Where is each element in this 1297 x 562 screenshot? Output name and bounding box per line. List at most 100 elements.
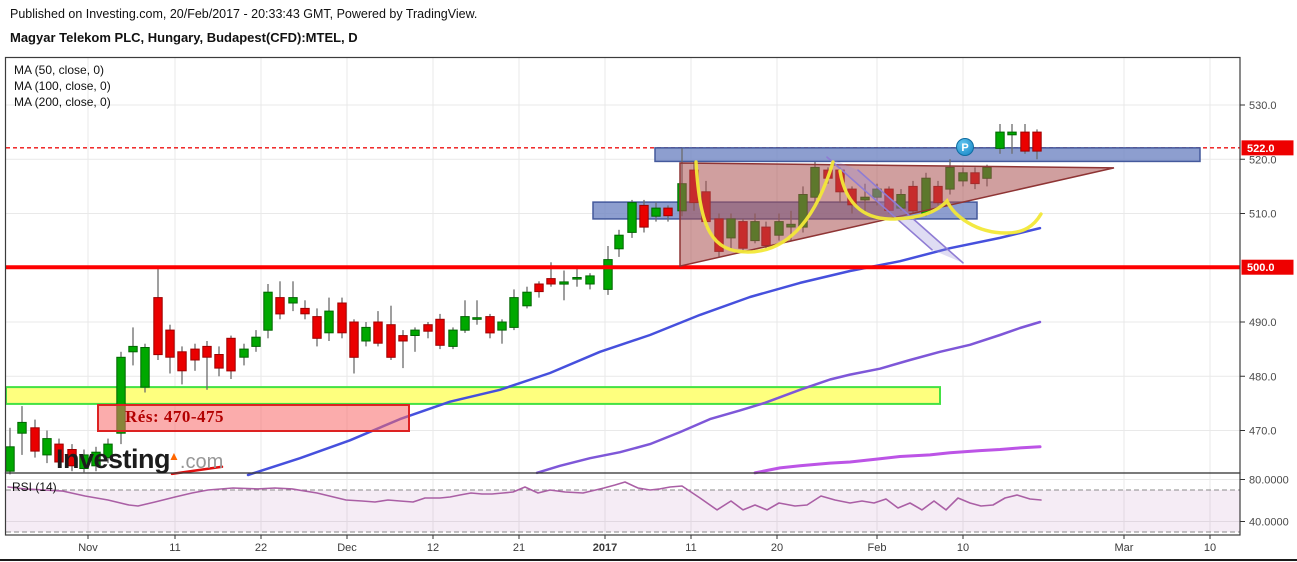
candle-body <box>435 318 445 346</box>
candle-body <box>251 336 261 347</box>
candle-body <box>572 277 582 280</box>
candle-body <box>30 427 40 452</box>
candle-body <box>300 307 310 315</box>
candle-body <box>386 324 396 358</box>
price-axis-label: 510.0 <box>1249 209 1277 221</box>
candle-body <box>1007 131 1017 136</box>
logo-arrow-icon: ▲ <box>168 449 180 463</box>
channel-line <box>826 156 933 251</box>
candle-body <box>559 281 569 285</box>
candle-body <box>1020 131 1030 152</box>
candle-body <box>153 297 163 356</box>
price-axis-label: 520.0 <box>1249 154 1277 166</box>
rsi-pane-frame <box>4 472 1241 536</box>
legend-ma200: MA (200, close, 0) <box>14 95 111 109</box>
candle-body <box>214 354 224 369</box>
rsi-axis-label: 40.0000 <box>1249 517 1289 529</box>
candle-body <box>663 207 673 217</box>
legend-ma50: MA (50, close, 0) <box>14 63 105 77</box>
rsi-axis-label: 80.0000 <box>1249 475 1289 487</box>
candle-body <box>639 204 649 228</box>
price-badge <box>1241 140 1294 156</box>
time-axis-label: 10 <box>1204 542 1216 554</box>
candle-body <box>263 291 273 331</box>
bottom-border <box>0 559 1297 561</box>
rsi-indicator-label: RSI (14) <box>12 480 57 494</box>
resistance-zone-upper <box>654 147 1201 163</box>
candle-body <box>337 302 347 334</box>
candle-body <box>190 348 200 361</box>
price-badge <box>1241 259 1294 275</box>
candle-body <box>67 449 77 467</box>
candle-body <box>1032 131 1042 152</box>
candle-body <box>128 345 138 353</box>
candle-body <box>522 291 532 307</box>
candle-body <box>410 329 420 337</box>
time-axis-label: 10 <box>957 542 969 554</box>
candle-body <box>202 345 212 358</box>
candle-body <box>288 297 298 304</box>
price-badge-label: 500.0 <box>1247 262 1275 274</box>
candle-body <box>79 454 89 469</box>
candle-body <box>103 443 113 459</box>
candle-body <box>497 321 507 331</box>
candle-body <box>627 202 637 233</box>
price-axis-label: 530.0 <box>1249 100 1277 112</box>
pivot-marker-badge[interactable]: P <box>956 138 974 156</box>
legend-ma100: MA (100, close, 0) <box>14 79 111 93</box>
time-axis-label: Dec <box>337 542 357 554</box>
candle-body <box>239 348 249 358</box>
candle-body <box>509 297 519 328</box>
candle-body <box>5 446 15 472</box>
candle-body <box>460 316 470 331</box>
candle-body <box>177 351 187 372</box>
candle-body <box>373 321 383 344</box>
time-axis-label: Feb <box>868 542 887 554</box>
candle-body <box>42 438 52 456</box>
gap-annotation-box: Rés: 470-475 <box>97 404 410 432</box>
time-axis-label: 11 <box>685 542 696 554</box>
candle-body <box>651 207 661 217</box>
candle-body <box>165 329 175 358</box>
candle-body <box>423 324 433 332</box>
price-axis-label: 470.0 <box>1249 426 1277 438</box>
candle-body <box>349 321 359 358</box>
time-axis-label: 20 <box>771 542 783 554</box>
time-axis-label: 22 <box>255 542 267 554</box>
candle-body <box>361 326 371 342</box>
channel-fill <box>827 157 963 263</box>
time-axis-label: 12 <box>427 542 439 554</box>
investing-watermark: Investing▲.com <box>56 441 223 479</box>
price-badge-label: 522.0 <box>1247 143 1275 155</box>
price-axis-label: 490.0 <box>1249 317 1277 329</box>
investing-logo-suffix: .com <box>179 451 224 473</box>
candle-body <box>546 278 556 285</box>
candle-body <box>448 329 458 347</box>
published-line: Published on Investing.com, 20/Feb/2017 … <box>10 7 478 21</box>
rsi-band <box>6 490 1240 532</box>
price-axis-label: 480.0 <box>1249 371 1277 383</box>
ma-line-fast <box>246 226 1042 477</box>
time-axis-label: Mar <box>1115 542 1134 554</box>
ma-line-slow <box>753 445 1042 475</box>
candle-body <box>995 131 1005 149</box>
candle-body <box>324 310 334 334</box>
time-axis-label: 11 <box>169 542 180 554</box>
time-axis-label: Nov <box>78 542 98 554</box>
candle-body <box>398 335 408 342</box>
ma-line-mid <box>535 320 1042 475</box>
instrument-title: Magyar Telekom PLC, Hungary, Budapest(CF… <box>10 30 358 45</box>
candle-body <box>17 421 27 434</box>
time-axis-label: 2017 <box>593 542 617 554</box>
candle-body <box>485 316 495 334</box>
candle-body <box>54 443 64 463</box>
candle-body <box>534 283 544 293</box>
candle-body <box>312 316 322 339</box>
candle-body <box>226 337 236 372</box>
gap-annotation-label: Rés: 470-475 <box>125 407 225 426</box>
yellow-curve-annotation <box>694 160 1043 254</box>
candle-body <box>472 317 482 320</box>
candle-body <box>140 347 150 388</box>
